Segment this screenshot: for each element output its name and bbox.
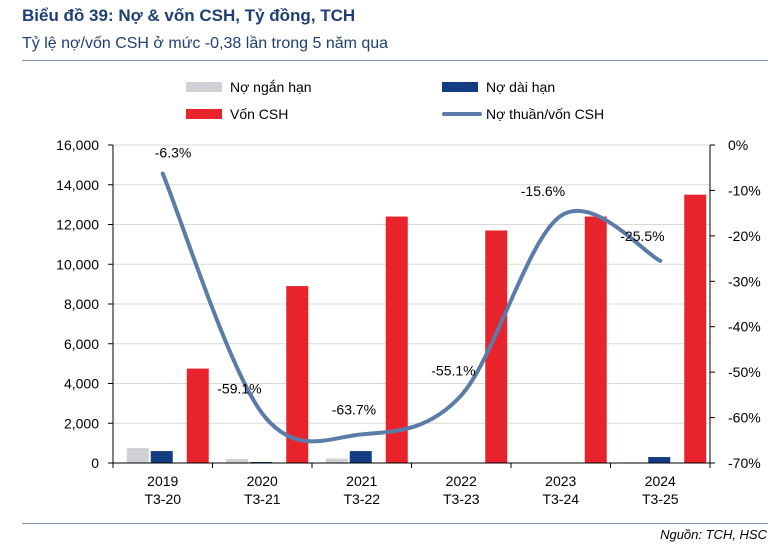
x-tick-label: 2022: [446, 473, 477, 489]
bar-short-debt: [226, 459, 249, 463]
x-tick-label: 2019: [147, 473, 178, 489]
x-tick-label: 2023: [545, 473, 576, 489]
bar-equity: [584, 216, 607, 463]
legend-label: Nợ ngắn hạn: [230, 79, 312, 95]
legend-label: Nợ thuần/vốn CSH: [486, 106, 604, 122]
legend-label: Vốn CSH: [230, 106, 288, 122]
right-tick-label: -40%: [728, 319, 761, 335]
left-tick-label: 16,000: [56, 137, 99, 153]
left-tick-label: 14,000: [56, 177, 99, 193]
bar-long-debt: [150, 451, 173, 463]
left-tick-label: 4,000: [64, 376, 99, 392]
right-tick-label: -10%: [728, 182, 761, 198]
right-tick-label: -30%: [728, 273, 761, 289]
ratio-data-label: -63.7%: [332, 401, 376, 417]
legend-swatch: [186, 109, 222, 119]
left-tick-label: 12,000: [56, 217, 99, 233]
left-tick-label: 8,000: [64, 296, 99, 312]
bars: [126, 194, 707, 464]
chart-subtitle: Tỷ lệ nợ/vốn CSH ở mức -0,38 lần trong 5…: [22, 35, 389, 52]
gridlines: [113, 144, 710, 424]
x-tick-label: T3-20: [144, 491, 181, 507]
bar-equity: [186, 368, 209, 463]
ratio-data-label: -25.5%: [620, 228, 664, 244]
ratio-line: [160, 171, 663, 444]
x-tick-label: T3-25: [642, 491, 679, 507]
right-tick-label: 0%: [728, 137, 748, 153]
x-tick-label: T3-24: [542, 491, 579, 507]
right-tick-label: -60%: [728, 410, 761, 426]
x-tick-label: T3-21: [244, 491, 281, 507]
right-tick-label: -50%: [728, 364, 761, 380]
ratio-data-label: -15.6%: [521, 183, 565, 199]
bar-long-debt: [349, 451, 372, 463]
bar-short-debt: [126, 448, 149, 463]
legend-swatch: [186, 82, 222, 92]
title-divider: [22, 60, 768, 61]
right-tick-label: -20%: [728, 228, 761, 244]
chart-title: Biểu đồ 39: Nợ & vốn CSH, Tỷ đồng, TCH: [22, 6, 356, 25]
ratio-line-path: [160, 171, 663, 444]
left-tick-label: 10,000: [56, 256, 99, 272]
source-note: Nguồn: TCH, HSC: [660, 527, 767, 542]
bar-equity: [485, 230, 508, 463]
data-labels: -6.3% -59.1% -63.7% -55.1% -15.6% -25.5%: [155, 145, 665, 418]
left-tick-label: 2,000: [64, 415, 99, 431]
bar-long-debt: [648, 457, 671, 463]
bar-line-chart: Nợ ngắn hạn Nợ dài hạn Vốn CSH Nợ thuần/vốn…: [56, 79, 761, 507]
bar-equity: [684, 194, 707, 463]
legend: Nợ ngắn hạn Nợ dài hạn Vốn CSH Nợ thuần/vốn…: [186, 79, 604, 122]
bar-equity: [385, 216, 408, 463]
left-tick-label: 0: [91, 455, 99, 471]
left-tick-label: 6,000: [64, 336, 99, 352]
bar-equity: [286, 286, 309, 463]
axes: 0 2,000 4,000 6,000 8,000 10,000 12,000 14,000 1…: [56, 137, 761, 507]
legend-label: Nợ dài hạn: [486, 79, 555, 95]
right-tick-label: -70%: [728, 455, 761, 471]
x-tick-label: 2020: [247, 473, 278, 489]
footer-divider: [22, 523, 768, 524]
legend-swatch: [442, 82, 478, 92]
x-tick-label: T3-23: [443, 491, 480, 507]
x-tick-label: T3-22: [343, 491, 380, 507]
x-tick-label: 2024: [645, 473, 676, 489]
x-tick-label: 2021: [346, 473, 377, 489]
ratio-data-label: -55.1%: [431, 362, 475, 378]
ratio-data-label: -59.1%: [217, 380, 261, 396]
ratio-data-label: -6.3%: [155, 145, 192, 161]
bar-short-debt: [325, 458, 348, 463]
